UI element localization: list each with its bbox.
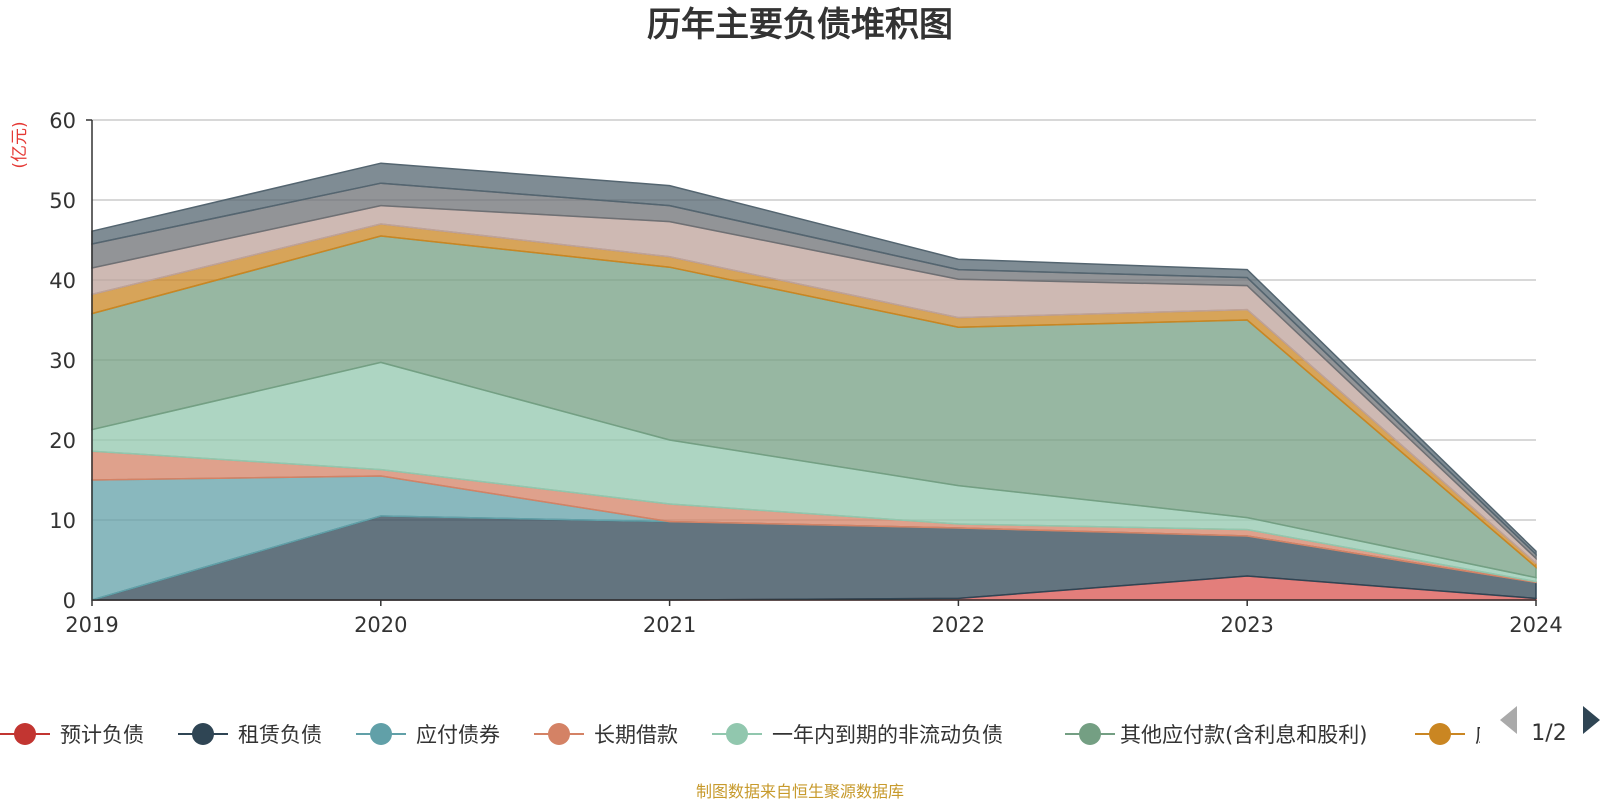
- legend-marker-icon: [1429, 723, 1451, 745]
- legend-item[interactable]: 租赁负债: [178, 723, 322, 747]
- x-tick-label: 2020: [354, 613, 407, 637]
- legend-marker-icon: [548, 723, 570, 745]
- y-tick-label: 10: [49, 509, 76, 533]
- legend-label: 应付债券: [416, 723, 500, 747]
- x-tick-label: 2024: [1509, 613, 1562, 637]
- x-tick-label: 2023: [1220, 613, 1273, 637]
- y-tick-label: 30: [49, 349, 76, 373]
- legend-item[interactable]: 其他应付款(含利息和股利): [1065, 723, 1367, 747]
- data-source-note: 制图数据来自恒生聚源数据库: [696, 782, 904, 800]
- legend-item[interactable]: 预计负债: [0, 723, 144, 747]
- legend-item[interactable]: 一年内到期的非流动负债: [712, 723, 1003, 747]
- x-tick-label: 2021: [643, 613, 696, 637]
- legend-pager: 1/2: [1500, 706, 1600, 746]
- legend-label: 应: [1475, 723, 1496, 747]
- y-tick-label: 60: [49, 109, 76, 133]
- y-tick-label: 20: [49, 429, 76, 453]
- y-tick-label: 50: [49, 189, 76, 213]
- stacked-areas: [91, 162, 1537, 601]
- legend-marker-icon: [370, 723, 392, 745]
- legend-item[interactable]: 应: [1415, 723, 1496, 747]
- legend-marker-icon: [726, 723, 748, 745]
- x-tick-label: 2022: [932, 613, 985, 637]
- y-tick-label: 40: [49, 269, 76, 293]
- legend: 预计负债 租赁负债 应付债券 长期借款 一年内到期的非流动负债 其他应付款(含利息和股利)…: [0, 723, 1496, 747]
- legend-label: 一年内到期的非流动负债: [772, 723, 1003, 747]
- axes: 0 10 20 30 40 50 60 2019 2020 2021 2022 2023 2024: [49, 109, 1562, 637]
- legend-marker-icon: [14, 723, 36, 745]
- legend-next-icon[interactable]: [1583, 706, 1600, 734]
- y-tick-label: 0: [63, 589, 76, 613]
- legend-item[interactable]: 应付债券: [356, 723, 500, 747]
- legend-page-indicator: 1/2: [1531, 721, 1566, 746]
- legend-label: 其他应付款(含利息和股利): [1120, 723, 1367, 747]
- y-axis-unit: (亿元): [10, 121, 30, 168]
- legend-label: 租赁负债: [238, 723, 322, 747]
- legend-label: 预计负债: [60, 723, 144, 747]
- legend-item[interactable]: 长期借款: [534, 723, 678, 747]
- x-tick-label: 2019: [65, 613, 118, 637]
- legend-label: 长期借款: [594, 723, 678, 747]
- legend-prev-icon[interactable]: [1500, 706, 1517, 734]
- legend-marker-icon: [1079, 723, 1101, 745]
- legend-marker-icon: [192, 723, 214, 745]
- area-series-9: [91, 162, 1537, 557]
- chart-title: 历年主要负债堆积图: [647, 5, 953, 45]
